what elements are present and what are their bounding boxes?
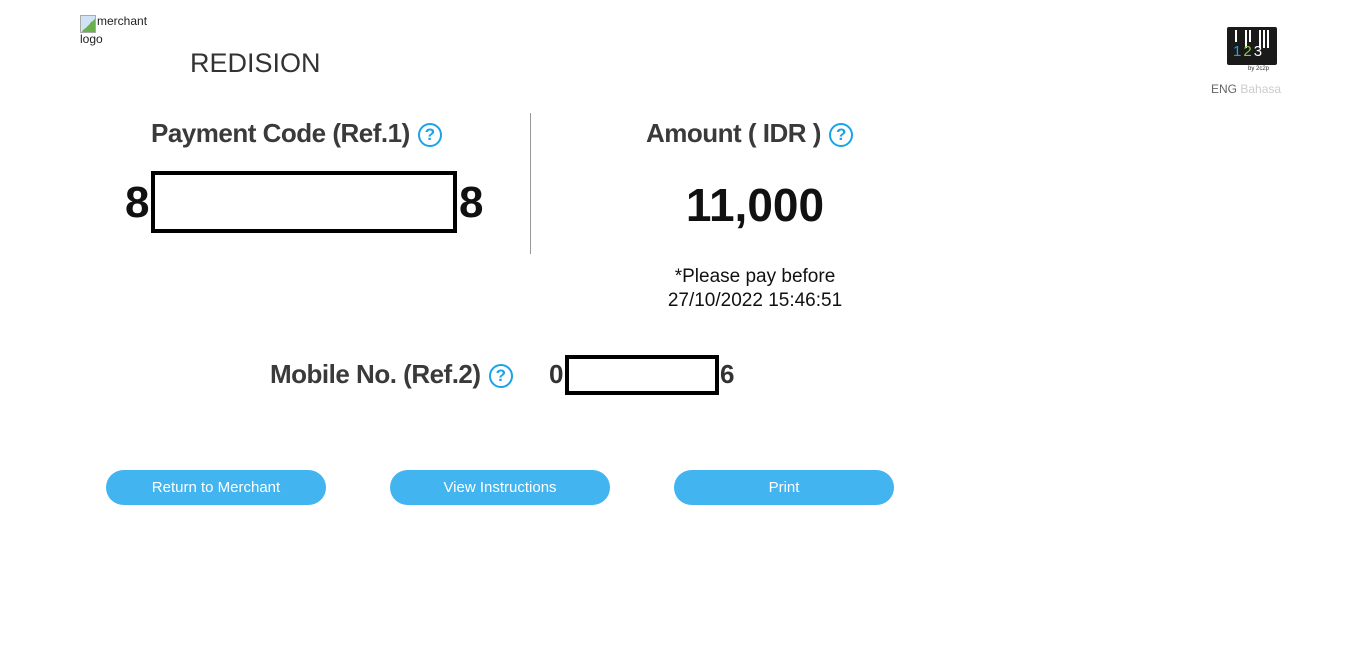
merchant-logo: merchant logo [80,15,160,46]
due-datetime: 27/10/2022 15:46:51 [667,290,843,311]
brand-tagline: by 2c2p [1248,66,1270,72]
merchant-logo-alt: merchant logo [80,14,148,46]
mobile-heading: Mobile No. (Ref.2)? [270,359,513,390]
divider [530,113,531,254]
mobile-last: 6 [720,359,734,389]
language-switcher: ENG Bahasa [1211,82,1281,96]
amount-heading: Amount ( IDR )? [646,118,853,149]
pay-before-note: *Please pay before 27/10/2022 15:46:51 [600,265,910,313]
lang-eng[interactable]: ENG [1211,82,1238,96]
print-button[interactable]: Print [674,470,894,505]
brand-logo: 123 [1227,27,1277,65]
merchant-name: REDISION [190,48,321,78]
lang-bahasa[interactable]: Bahasa [1240,82,1282,96]
broken-image-icon [80,15,96,33]
question-circle-icon[interactable]: ? [488,364,513,388]
payment-code-last: 8 [459,178,484,227]
return-to-merchant-button[interactable]: Return to Merchant [106,470,326,505]
amount-value: 11,000 [685,179,825,231]
payment-code-first: 8 [125,178,150,227]
mobile-first: 0 [549,359,563,389]
payment-code-heading: Payment Code (Ref.1)? [151,118,442,149]
view-instructions-button[interactable]: View Instructions [390,470,610,505]
mobile-redaction [565,355,719,395]
question-circle-icon[interactable]: ? [417,123,442,147]
payment-code-redaction [151,171,457,233]
question-circle-icon[interactable]: ? [828,123,853,147]
